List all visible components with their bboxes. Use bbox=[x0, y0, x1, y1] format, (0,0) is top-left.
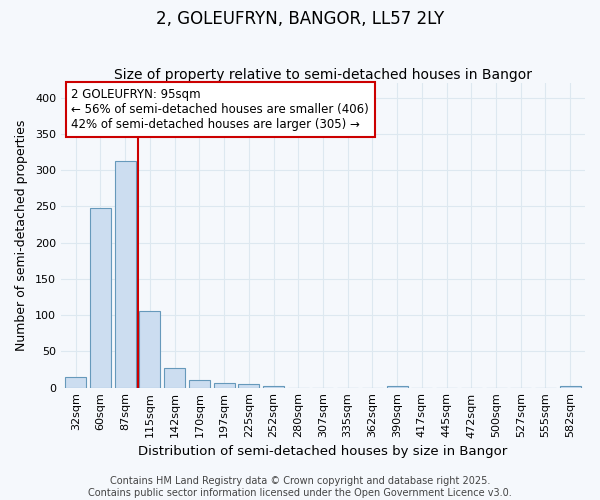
Bar bbox=[164, 368, 185, 388]
Bar bbox=[65, 376, 86, 388]
Bar bbox=[139, 312, 160, 388]
Text: 2, GOLEUFRYN, BANGOR, LL57 2LY: 2, GOLEUFRYN, BANGOR, LL57 2LY bbox=[156, 10, 444, 28]
Bar bbox=[214, 383, 235, 388]
Bar bbox=[263, 386, 284, 388]
Bar bbox=[189, 380, 210, 388]
Bar bbox=[238, 384, 259, 388]
Text: Contains HM Land Registry data © Crown copyright and database right 2025.
Contai: Contains HM Land Registry data © Crown c… bbox=[88, 476, 512, 498]
X-axis label: Distribution of semi-detached houses by size in Bangor: Distribution of semi-detached houses by … bbox=[139, 444, 508, 458]
Bar bbox=[560, 386, 581, 388]
Title: Size of property relative to semi-detached houses in Bangor: Size of property relative to semi-detach… bbox=[114, 68, 532, 82]
Text: 2 GOLEUFRYN: 95sqm
← 56% of semi-detached houses are smaller (406)
42% of semi-d: 2 GOLEUFRYN: 95sqm ← 56% of semi-detache… bbox=[71, 88, 369, 130]
Bar bbox=[90, 208, 111, 388]
Y-axis label: Number of semi-detached properties: Number of semi-detached properties bbox=[15, 120, 28, 351]
Bar bbox=[386, 386, 407, 388]
Bar bbox=[115, 160, 136, 388]
